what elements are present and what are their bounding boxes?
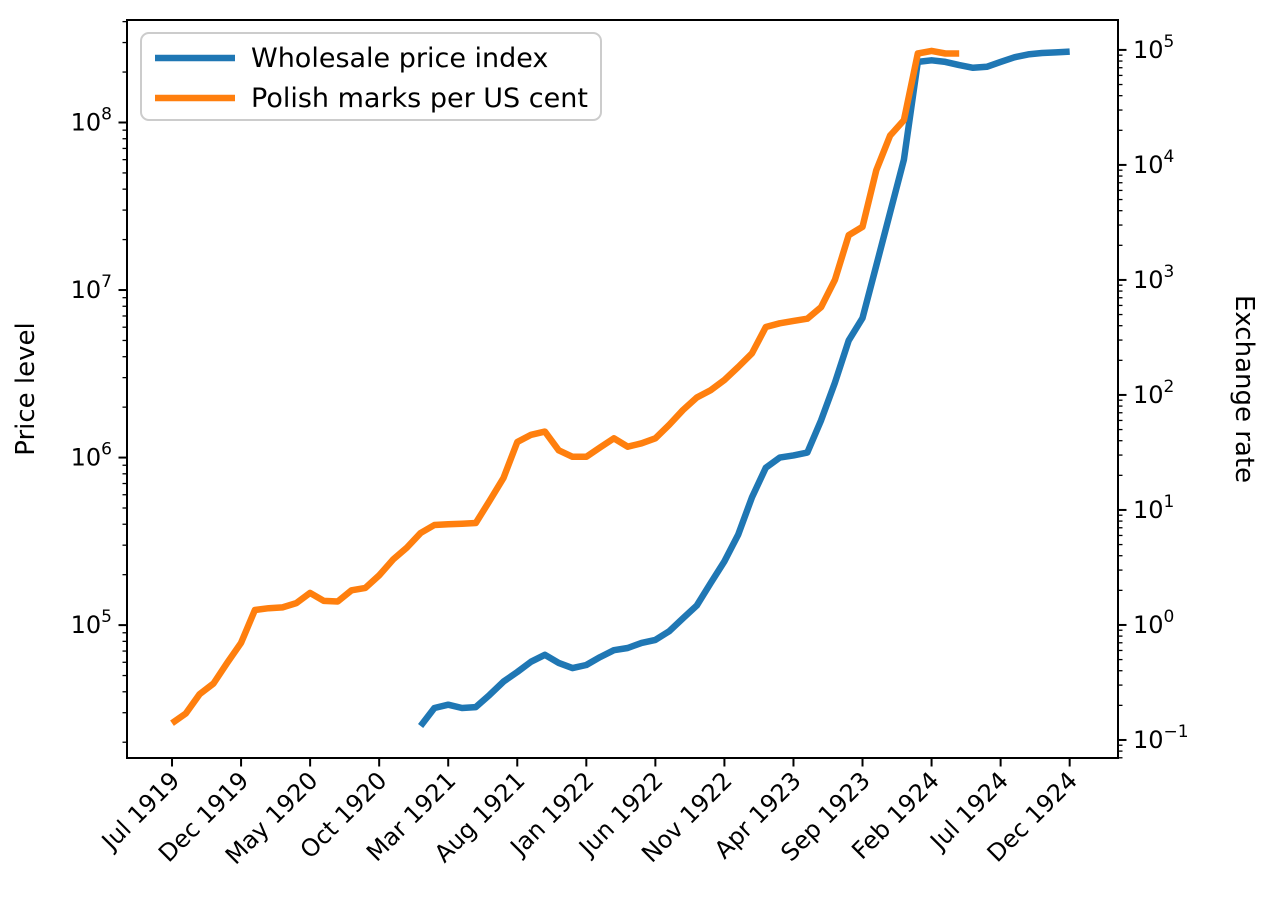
left-tick-label: 107 [71, 272, 112, 304]
right-tick-label: 102 [1133, 377, 1174, 409]
legend-label: Polish marks per US cent [251, 83, 588, 114]
left-tick-label: 108 [71, 104, 112, 136]
left-tick-label: 106 [71, 440, 112, 472]
left-tick-label: 105 [71, 607, 112, 639]
right-tick-label: 105 [1133, 32, 1174, 64]
legend-box [140, 32, 602, 121]
right-axis-label: Exchange rate [1229, 295, 1259, 483]
legend-label: Wholesale price index [251, 43, 548, 74]
right-tick-label: 10−1 [1133, 722, 1189, 754]
right-tick-label: 100 [1133, 607, 1174, 639]
right-tick-label: 101 [1133, 492, 1174, 524]
series-wholesale-price-index [418, 48, 1070, 728]
plot-spines [126, 19, 1119, 759]
series-lines [170, 47, 1070, 728]
left-axis-label: Price level [11, 322, 41, 456]
right-axis-ticks: 10−1 100 101 102 103 104 105 [1118, 32, 1189, 759]
legend: Wholesale price index Polish marks per US… [140, 32, 602, 121]
right-tick-label: 104 [1133, 147, 1174, 179]
series-polish-marks-per-us-cent [170, 47, 960, 726]
right-tick-label: 103 [1133, 262, 1174, 294]
left-axis-ticks: 105 106 107 108 [71, 20, 127, 743]
